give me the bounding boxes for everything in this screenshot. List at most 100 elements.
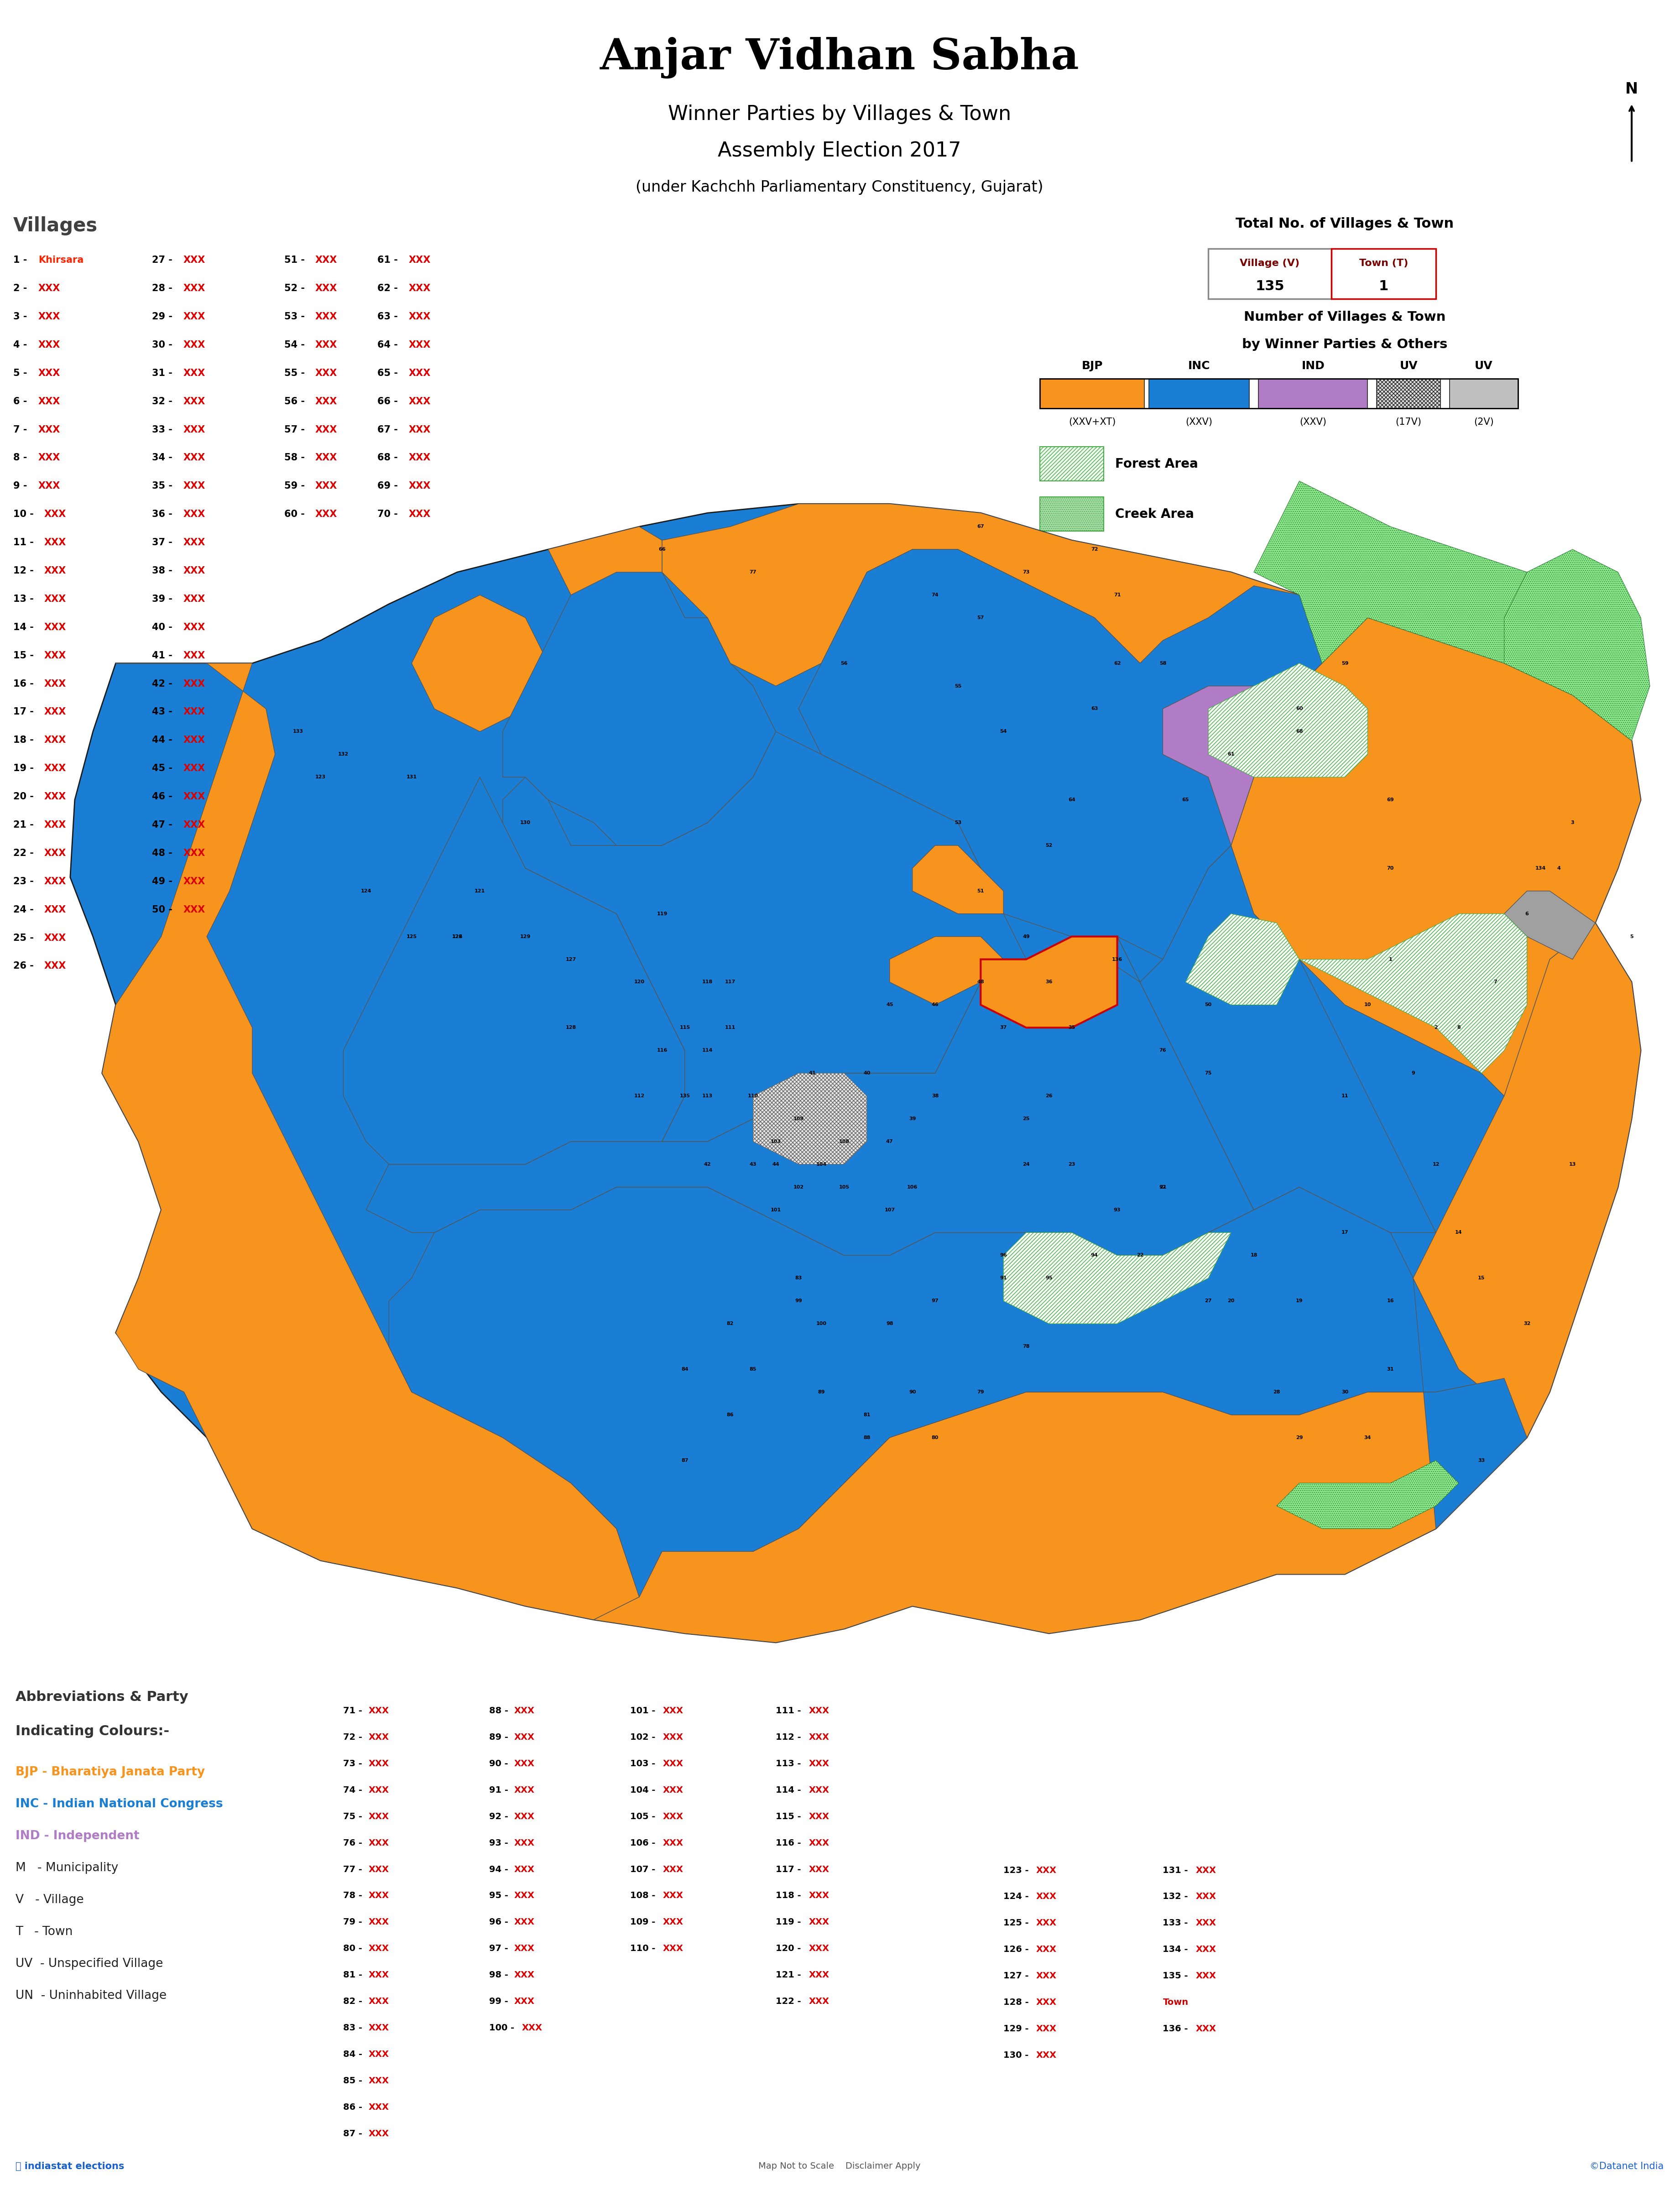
Text: XXX: XXX: [664, 1759, 684, 1768]
Text: (17V): (17V): [1396, 416, 1421, 427]
Text: (XXV): (XXV): [1186, 416, 1213, 427]
Text: 48 -: 48 -: [153, 848, 173, 857]
Text: 23: 23: [1068, 1161, 1075, 1166]
Text: XXX: XXX: [368, 1838, 388, 1847]
Text: 53 -: 53 -: [284, 311, 304, 322]
Text: 127: 127: [566, 957, 576, 962]
Text: 83 -: 83 -: [343, 2024, 363, 2033]
Text: 100: 100: [816, 1321, 827, 1326]
Text: XXX: XXX: [183, 765, 205, 773]
Text: 45: 45: [885, 1003, 894, 1008]
Text: 107 -: 107 -: [630, 1865, 655, 1873]
Text: 6 -: 6 -: [13, 397, 27, 405]
Text: XXX: XXX: [183, 256, 205, 265]
Text: 21 -: 21 -: [13, 819, 34, 830]
Text: Villages: Villages: [13, 217, 97, 237]
Bar: [1040, 497, 1104, 530]
Text: 120 -: 120 -: [776, 1943, 801, 1952]
Text: 81 -: 81 -: [343, 1970, 363, 1978]
Text: 105 -: 105 -: [630, 1812, 655, 1821]
Text: 51 -: 51 -: [284, 256, 304, 265]
Text: XXX: XXX: [183, 425, 205, 434]
Text: XXX: XXX: [316, 482, 338, 491]
Text: 54: 54: [1000, 730, 1006, 734]
Polygon shape: [1299, 914, 1527, 1074]
Text: XXX: XXX: [408, 285, 430, 294]
Text: 106 -: 106 -: [630, 1838, 655, 1847]
Text: 47: 47: [885, 1139, 894, 1144]
Text: XXX: XXX: [1196, 1893, 1216, 1902]
Text: 133 -: 133 -: [1163, 1919, 1188, 1928]
Text: XXX: XXX: [44, 819, 66, 830]
Text: 90 -: 90 -: [489, 1759, 507, 1768]
Text: 43: 43: [749, 1161, 756, 1166]
Text: INC: INC: [1188, 359, 1210, 370]
Text: 131: 131: [407, 776, 417, 780]
Text: 126: 126: [452, 933, 462, 938]
Text: XXX: XXX: [316, 285, 338, 294]
Text: 134: 134: [1536, 865, 1546, 870]
Polygon shape: [548, 526, 707, 754]
Text: 24 -: 24 -: [13, 905, 34, 914]
Text: Town (T): Town (T): [1359, 259, 1408, 267]
Text: 47 -: 47 -: [153, 819, 173, 830]
Text: 74 -: 74 -: [343, 1786, 363, 1794]
Text: 87: 87: [680, 1457, 689, 1464]
Text: UN  - Uninhabited Village: UN - Uninhabited Village: [15, 1989, 166, 2000]
Text: XXX: XXX: [183, 793, 205, 802]
Text: XXX: XXX: [39, 311, 60, 322]
Text: 4 -: 4 -: [13, 340, 27, 348]
Text: (XXV+XT): (XXV+XT): [1068, 416, 1116, 427]
Text: 109 -: 109 -: [630, 1917, 655, 1926]
Text: 88: 88: [864, 1435, 870, 1439]
Text: XXX: XXX: [808, 1733, 830, 1742]
Text: XXX: XXX: [368, 2077, 388, 2086]
Text: 62 -: 62 -: [378, 285, 398, 294]
Text: 124 -: 124 -: [1003, 1893, 1028, 1902]
Text: 11: 11: [1341, 1093, 1349, 1098]
Text: XXX: XXX: [183, 622, 205, 631]
Text: XXX: XXX: [514, 1759, 534, 1768]
Text: XXX: XXX: [39, 454, 60, 462]
Text: 95 -: 95 -: [489, 1891, 507, 1900]
Text: 12: 12: [1433, 1161, 1440, 1166]
Text: 70 -: 70 -: [378, 511, 398, 519]
Text: 36 -: 36 -: [153, 511, 173, 519]
Text: XXX: XXX: [183, 454, 205, 462]
Text: XXX: XXX: [408, 482, 430, 491]
Text: XXX: XXX: [1196, 1972, 1216, 1981]
Text: 103: 103: [771, 1139, 781, 1144]
Text: 112: 112: [633, 1093, 645, 1098]
Text: XXX: XXX: [316, 511, 338, 519]
Polygon shape: [662, 504, 1299, 686]
Text: 13: 13: [1569, 1161, 1576, 1166]
Text: 110: 110: [748, 1093, 758, 1098]
Text: 135 -: 135 -: [1163, 1972, 1188, 1981]
Text: XXX: XXX: [316, 368, 338, 377]
Text: 60 -: 60 -: [284, 511, 304, 519]
Text: 25 -: 25 -: [13, 933, 34, 942]
Text: XXX: XXX: [316, 340, 338, 348]
Text: 82: 82: [727, 1321, 734, 1326]
Bar: [1040, 447, 1104, 482]
Text: 39 -: 39 -: [153, 594, 173, 603]
Text: XXX: XXX: [368, 2130, 388, 2138]
Text: XXX: XXX: [514, 1707, 534, 1716]
Text: 135: 135: [679, 1093, 690, 1098]
Text: 97: 97: [932, 1299, 939, 1304]
Polygon shape: [1072, 846, 1436, 1234]
Text: 99 -: 99 -: [489, 1998, 507, 2005]
Polygon shape: [1504, 550, 1650, 741]
Bar: [1040, 379, 1517, 408]
Text: 119 -: 119 -: [776, 1917, 801, 1926]
Text: 89: 89: [818, 1389, 825, 1393]
Text: 37: 37: [1000, 1025, 1006, 1030]
Text: XXX: XXX: [44, 622, 66, 631]
Text: Town: Town: [1163, 1998, 1188, 2007]
Text: 34: 34: [1364, 1435, 1371, 1439]
Text: 40: 40: [864, 1071, 870, 1076]
Text: 41 -: 41 -: [153, 651, 173, 659]
Text: INC - Indian National Congress: INC - Indian National Congress: [15, 1799, 223, 1810]
Text: 103 -: 103 -: [630, 1759, 655, 1768]
Polygon shape: [1253, 482, 1596, 695]
